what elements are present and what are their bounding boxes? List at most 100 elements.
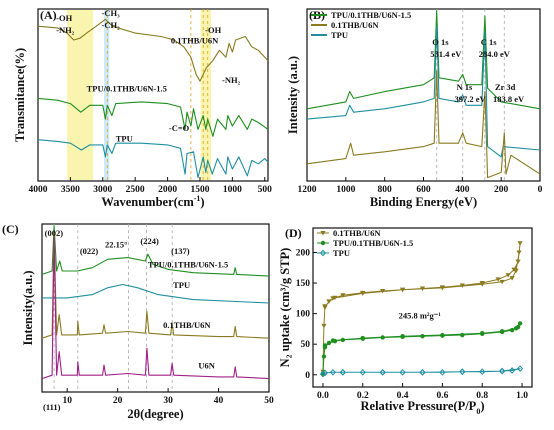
peak-label: Zr 3d — [495, 82, 516, 92]
data-point — [326, 299, 332, 304]
highlight-band — [104, 10, 110, 180]
x-tick-label: 0.8 — [476, 391, 488, 401]
x-tick-label: 1.0 — [516, 391, 528, 401]
data-point — [329, 368, 336, 376]
panel-label: (C) — [2, 222, 19, 236]
x-axis-label: 2θ(degree) — [127, 407, 183, 421]
peak-label: N 1s — [457, 82, 474, 92]
data-point — [460, 332, 465, 338]
panel-a-ftir: 4000 3500 3000 2500 2000 1500 1000 500 (A) Wavenu… — [13, 8, 272, 209]
data-point — [322, 304, 328, 309]
x-tick-label: 0 — [538, 185, 543, 195]
peak-annotation: -C=O — [169, 123, 190, 133]
data-point — [479, 368, 486, 376]
peak-annotation: -NH₂ — [222, 75, 241, 85]
plot-frame — [37, 8, 269, 182]
peak-annotation: -CH₃ — [101, 8, 120, 18]
peak-label: C 1s — [481, 37, 498, 47]
data-point — [379, 368, 386, 376]
data-point — [517, 241, 523, 246]
series-label: 0.1THB/U6N — [171, 35, 219, 45]
highlight-band — [200, 10, 211, 180]
surface-area-annotation: 245.8 m²g⁻¹ — [399, 311, 442, 321]
series-label: TPU — [116, 133, 133, 143]
peak-annotation: -CH₂ — [101, 20, 120, 30]
data-point — [509, 276, 515, 281]
legend-label: TPU — [331, 30, 348, 40]
xrd-pattern — [41, 236, 270, 380]
peak-value: 397.2 eV — [455, 94, 487, 104]
peak-value: 284.0 eV — [479, 49, 511, 59]
peak-label: (022) — [80, 246, 99, 256]
x-axis-label: Binding Energy(eV) — [370, 195, 477, 209]
x-tick-label: 3500 — [61, 185, 80, 195]
ftir-spectrum — [37, 97, 269, 137]
data-point — [505, 273, 511, 278]
data-point — [360, 335, 365, 341]
legend-label: 0.1THB/U6N — [333, 228, 381, 238]
data-point — [321, 323, 327, 329]
peak-annotation: -OH — [56, 13, 72, 23]
legend-marker — [320, 240, 326, 246]
series-label: TPU/0.1THB/U6N-1.5 — [148, 260, 228, 270]
data-point — [340, 293, 346, 298]
x-axis-label: Wavenumber(cm-1) — [101, 194, 204, 209]
legend-label: TPU/0.1THB/U6N-1.5 — [331, 10, 411, 20]
y-axis-label: Intensity(a.u.) — [21, 270, 35, 345]
panel-b-xps: 1200 1000 800 600 400 200 0(B)Binding Energy(e… — [286, 8, 543, 209]
x-tick-label: 4000 — [29, 185, 48, 195]
x-tick-label: 1000 — [336, 185, 355, 195]
data-point — [399, 368, 406, 376]
data-point — [321, 369, 329, 377]
isotherm-line — [322, 368, 521, 375]
peak-label: (224) — [140, 236, 159, 246]
isotherm-line — [322, 322, 521, 374]
peak-label: (002) — [45, 228, 64, 238]
data-point — [420, 334, 425, 339]
peak-label: (137) — [171, 246, 190, 256]
y-tick-label: 50 — [301, 340, 311, 350]
data-point — [459, 283, 465, 288]
x-tick-label: 1500 — [190, 185, 209, 195]
x-tick-label: 3000 — [93, 185, 112, 195]
legend-label: TPU/0.1THB/U6N-1.5 — [333, 238, 413, 248]
data-point — [321, 354, 327, 359]
data-point — [330, 338, 336, 343]
series-label: TPU — [173, 280, 190, 290]
y-tick-label: 0 — [305, 371, 310, 381]
x-tick-label: 0.6 — [436, 391, 448, 401]
x-tick-label: 0.0 — [317, 391, 329, 401]
series-label: U6N — [198, 360, 215, 370]
data-point — [459, 368, 466, 376]
legend-marker — [319, 249, 327, 257]
data-point — [513, 268, 519, 274]
data-point — [322, 343, 328, 348]
legend-label: TPU — [333, 248, 350, 258]
plot-frame — [312, 227, 533, 388]
series-label: TPU/0.1THB/U6N-1.5 — [87, 84, 167, 94]
xrd-pattern — [41, 225, 270, 277]
data-point — [509, 327, 515, 333]
xps-spectrum — [306, 10, 541, 110]
data-point — [516, 365, 524, 372]
x-tick-label: 600 — [416, 185, 431, 195]
data-point — [509, 367, 516, 374]
isotherm-line — [322, 242, 521, 372]
legend-label: 0.1THB/U6N — [331, 20, 379, 30]
peak-annotation: -OH — [205, 25, 221, 35]
data-point — [515, 259, 521, 265]
data-point — [499, 367, 506, 375]
data-point — [326, 340, 332, 346]
data-point — [495, 277, 501, 282]
data-point — [517, 321, 523, 326]
data-point — [499, 279, 505, 285]
xrd-pattern — [41, 231, 270, 339]
data-point — [339, 368, 346, 376]
highlight-band — [67, 10, 94, 180]
data-point — [513, 326, 519, 331]
data-point — [380, 335, 385, 340]
y-axis-label: Intensity (a.u.) — [286, 56, 300, 134]
panel-d-isotherm: 0.0 0.2 0.4 0.6 0.8 1.0 0 50 100 150 200 (D) Relativ… — [278, 226, 533, 416]
x-tick-label: 1000 — [223, 185, 242, 195]
